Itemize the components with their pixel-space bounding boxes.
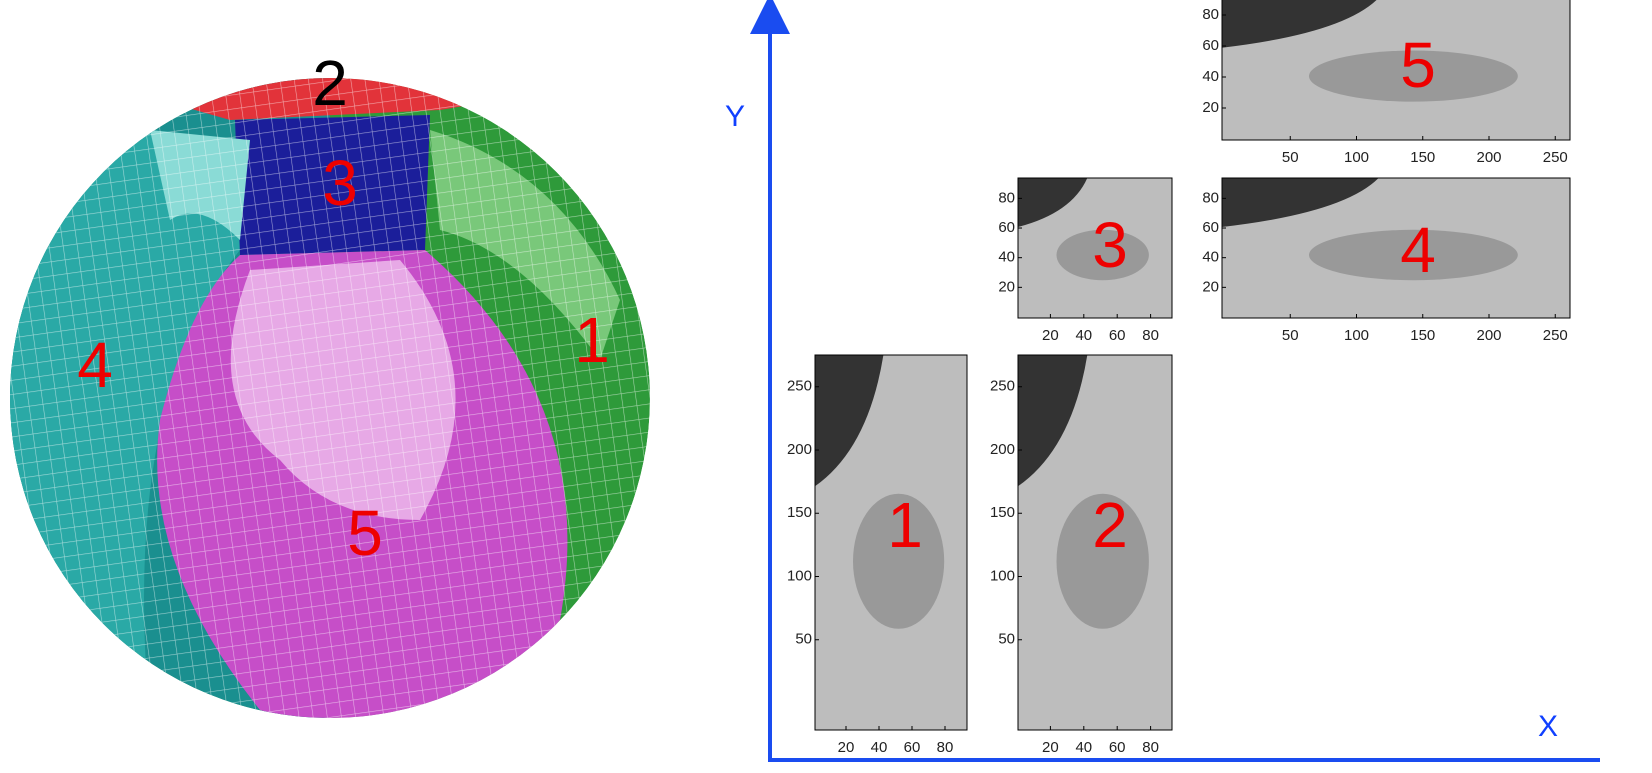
x-tick-label: 200 [1476, 149, 1501, 166]
y-tick-label: 40 [1202, 249, 1219, 266]
x-tick-label: 40 [1075, 327, 1092, 344]
face-label: 2 [312, 47, 348, 119]
axis-label: X [1538, 710, 1558, 743]
x-tick-label: 150 [1410, 327, 1435, 344]
y-tick-label: 150 [990, 504, 1015, 521]
x-tick-label: 40 [1075, 739, 1092, 756]
y-tick-label: 40 [1202, 68, 1219, 85]
x-tick-label: 20 [1042, 327, 1059, 344]
map-panel: 20 40 60 80 50 100 150 200 250 2 [990, 355, 1172, 756]
x-tick-label: 60 [1109, 739, 1126, 756]
y-tick-label: 20 [998, 278, 1015, 295]
y-tick-label: 40 [998, 249, 1015, 266]
x-tick-label: 250 [1543, 149, 1568, 166]
y-tick-label: 250 [990, 378, 1015, 395]
x-tick-label: 50 [1282, 149, 1299, 166]
x-tick-label: 60 [904, 739, 921, 756]
x-tick-label: 60 [1109, 327, 1126, 344]
y-tick-label: 80 [998, 189, 1015, 206]
x-tick-label: 80 [937, 739, 954, 756]
y-tick-label: 20 [1202, 278, 1219, 295]
x-tick-label: 20 [1042, 739, 1059, 756]
x-tick-label: 150 [1410, 149, 1435, 166]
map-panel: 50 100 150 200 250 20 40 60 80 5 [1202, 0, 1570, 166]
y-tick-label: 80 [1202, 6, 1219, 23]
map-panel: 50 100 150 200 250 20 40 60 80 4 [1202, 178, 1570, 344]
y-tick-label: 100 [787, 567, 812, 584]
panel-label: 1 [887, 489, 923, 561]
x-tick-label: 100 [1344, 149, 1369, 166]
panel-label: 5 [1400, 29, 1436, 101]
x-tick-label: 20 [838, 739, 855, 756]
panel-label: 3 [1092, 209, 1128, 281]
panel-label: 2 [1092, 489, 1128, 561]
y-tick-label: 60 [1202, 219, 1219, 236]
y-tick-label: 100 [990, 567, 1015, 584]
y-tick-label: 250 [787, 378, 812, 395]
panel-label: 4 [1400, 214, 1436, 286]
y-tick-label: 200 [990, 441, 1015, 458]
diagram: 1 2 3 4 5 Y X 20406080501001502002501204… [0, 0, 1652, 773]
y-tick-label: 150 [787, 504, 812, 521]
x-tick-label: 80 [1142, 327, 1159, 344]
y-tick-label: 80 [1202, 189, 1219, 206]
y-tick-label: 20 [1202, 99, 1219, 116]
x-tick-label: 80 [1142, 739, 1159, 756]
x-tick-label: 200 [1476, 327, 1501, 344]
map-panel: 20 40 60 80 20 40 60 80 3 [998, 178, 1172, 344]
face-label: 1 [574, 304, 610, 376]
axis-label: Y [725, 100, 745, 133]
x-tick-label: 40 [871, 739, 888, 756]
x-tick-label: 50 [1282, 327, 1299, 344]
face-label: 4 [77, 329, 113, 401]
y-tick-label: 60 [998, 219, 1015, 236]
x-tick-label: 100 [1344, 327, 1369, 344]
y-tick-label: 60 [1202, 37, 1219, 54]
map-panel: 20 40 60 80 50 100 150 200 250 1 [787, 355, 967, 756]
y-tick-label: 50 [795, 631, 812, 648]
face-label: 3 [322, 147, 358, 219]
face-label: 5 [347, 497, 383, 569]
y-tick-label: 200 [787, 441, 812, 458]
y-tick-label: 50 [998, 631, 1015, 648]
x-tick-label: 250 [1543, 327, 1568, 344]
